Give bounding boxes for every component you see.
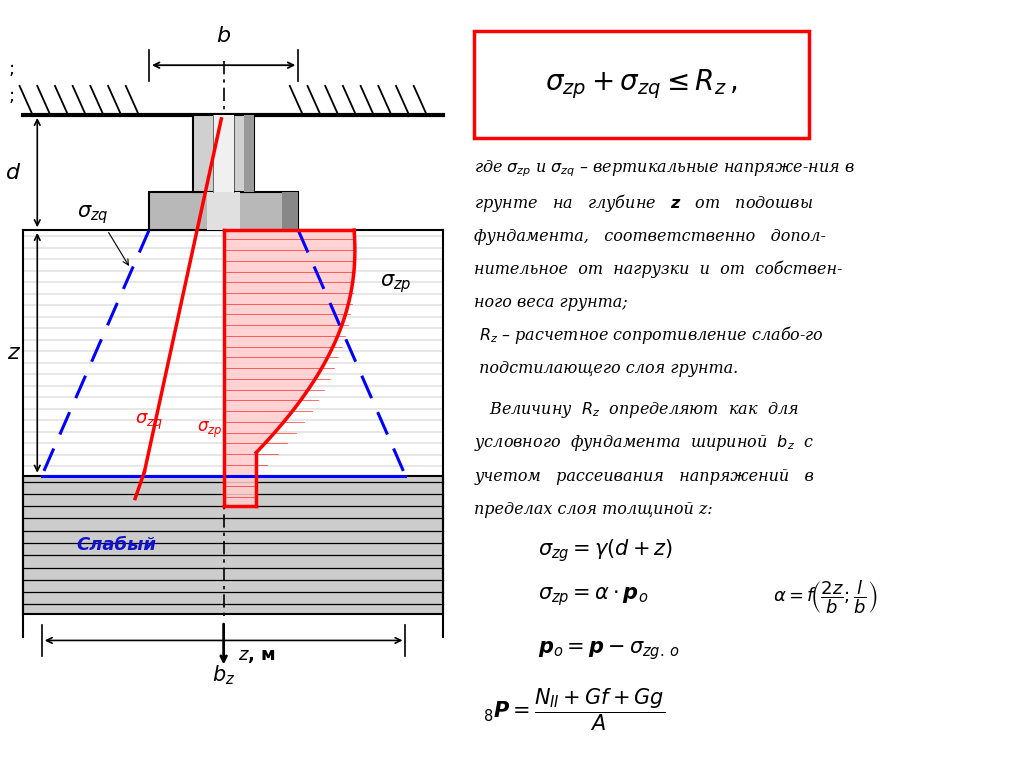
Polygon shape	[150, 192, 298, 230]
Text: $\alpha = f\!\left(\dfrac{2z}{b};\dfrac{l}{b}\right)$: $\alpha = f\!\left(\dfrac{2z}{b};\dfrac{…	[773, 578, 878, 616]
Text: $\sigma_{zp}$: $\sigma_{zp}$	[380, 272, 412, 295]
Text: где $\boldsymbol{\sigma_{zp}}$ и $\boldsymbol{\sigma_{zq}}$ – вертикальные напря: где $\boldsymbol{\sigma_{zp}}$ и $\bolds…	[474, 159, 855, 179]
Bar	[474, 31, 809, 138]
Text: пределах слоя толщиной z:: пределах слоя толщиной z:	[474, 501, 713, 518]
Text: $\sigma_{zp} + \sigma_{zq} \leq R_z\,,$: $\sigma_{zp} + \sigma_{zq} \leq R_z\,,$	[546, 67, 738, 101]
Text: $b$: $b$	[216, 26, 231, 46]
Text: нительное  от  нагрузки  и  от  собствен-: нительное от нагрузки и от собствен-	[474, 261, 843, 278]
Text: условного  фундамента  шириной  $\boldsymbol{b_z}$  с: условного фундамента шириной $\boldsymbo…	[474, 433, 814, 453]
Text: Слабый: Слабый	[77, 535, 157, 554]
Polygon shape	[213, 115, 233, 192]
Text: Величину  $\boldsymbol{R_z}$  определяют  как  для: Величину $\boldsymbol{R_z}$ определяют к…	[474, 400, 799, 420]
Text: $\boldsymbol{R_z}$ – расчетное сопротивление слабо-го: $\boldsymbol{R_z}$ – расчетное сопротивл…	[474, 324, 824, 346]
Polygon shape	[194, 115, 254, 192]
Polygon shape	[282, 192, 298, 230]
Text: учетом   рассеивания   напряжений   в: учетом рассеивания напряжений в	[474, 468, 814, 485]
Text: грунте   на   глубине   $\boldsymbol{z}$   от   подошвы: грунте на глубине $\boldsymbol{z}$ от по…	[474, 193, 813, 214]
Text: ного веса грунта;: ного веса грунта;	[474, 294, 628, 311]
Text: $\sigma_{zq}$: $\sigma_{zq}$	[78, 203, 109, 226]
Text: ;: ;	[8, 60, 14, 78]
Text: $\sigma_{zq}$: $\sigma_{zq}$	[135, 412, 163, 432]
Text: подстилающего слоя грунта.: подстилающего слоя грунта.	[474, 360, 738, 377]
Polygon shape	[207, 192, 240, 230]
Text: $d$: $d$	[5, 163, 20, 183]
Text: $\sigma_{zg} = \gamma(d + z)$: $\sigma_{zg} = \gamma(d + z)$	[539, 538, 674, 564]
Text: фундамента,   соответственно   допол-: фундамента, соответственно допол-	[474, 228, 826, 245]
Text: ;: ;	[8, 87, 14, 105]
Text: $z$, м: $z$, м	[238, 647, 275, 665]
Text: $z$: $z$	[7, 343, 20, 363]
Polygon shape	[244, 115, 254, 192]
Text: $_8\boldsymbol{P} = \dfrac{N_{II} + Gf + Gg}{A}$: $_8\boldsymbol{P} = \dfrac{N_{II} + Gf +…	[482, 686, 665, 732]
Text: $\sigma_{zp}$: $\sigma_{zp}$	[197, 420, 222, 439]
Polygon shape	[24, 476, 442, 614]
Polygon shape	[223, 230, 355, 506]
Text: $b_z$: $b_z$	[212, 663, 236, 687]
Text: $\boldsymbol{p}_{o} = \boldsymbol{p} - \sigma_{zg.\,o}$: $\boldsymbol{p}_{o} = \boldsymbol{p} - \…	[539, 639, 680, 662]
Text: $\sigma_{zp} = \alpha \cdot \boldsymbol{p}_{o}$: $\sigma_{zp} = \alpha \cdot \boldsymbol{…	[539, 585, 649, 608]
